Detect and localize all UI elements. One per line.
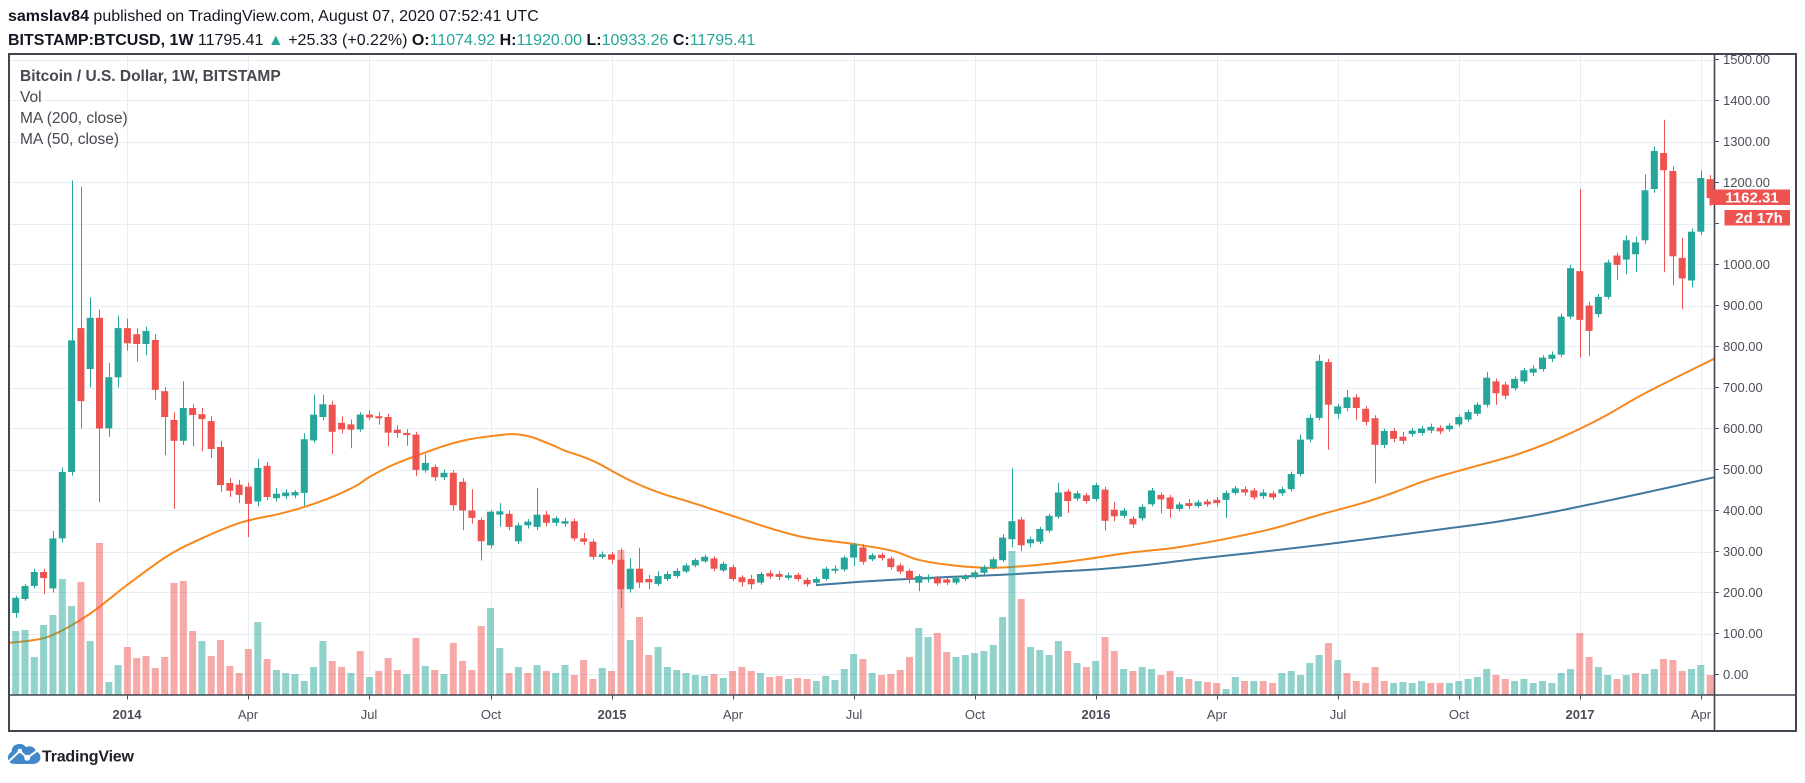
svg-text:samslav84 published on Trading: samslav84 published on TradingView.com, … [8,8,539,25]
svg-text:1200.00: 1200.00 [1723,175,1770,190]
svg-text:700.00: 700.00 [1723,380,1763,395]
svg-text:100.00: 100.00 [1723,626,1763,641]
svg-text:Bitcoin / U.S. Dollar, 1W, BIT: Bitcoin / U.S. Dollar, 1W, BITSTAMP [20,68,281,85]
svg-text:500.00: 500.00 [1723,462,1763,477]
svg-text:2d 17h: 2d 17h [1735,210,1783,227]
svg-text:MA (50, close): MA (50, close) [20,131,119,148]
svg-text:300.00: 300.00 [1723,544,1763,559]
svg-text:1500.00: 1500.00 [1723,52,1770,67]
svg-text:1162.31: 1162.31 [1725,190,1778,207]
svg-text:2017: 2017 [1566,707,1595,722]
svg-text:1300.00: 1300.00 [1723,134,1770,149]
svg-text:2014: 2014 [113,707,143,722]
svg-text:Apr: Apr [1691,707,1712,722]
svg-text:2016: 2016 [1082,707,1111,722]
svg-text:Jul: Jul [1330,707,1347,722]
svg-text:Apr: Apr [238,707,259,722]
svg-text:400.00: 400.00 [1723,503,1763,518]
svg-text:900.00: 900.00 [1723,298,1763,313]
svg-text:Jul: Jul [846,707,863,722]
svg-text:Jul: Jul [361,707,378,722]
svg-text:Oct: Oct [1449,707,1470,722]
svg-text:2015: 2015 [598,707,627,722]
svg-text:MA (200, close): MA (200, close) [20,110,128,127]
svg-text:Apr: Apr [723,707,744,722]
svg-text:TradingView: TradingView [42,749,135,766]
svg-text:800.00: 800.00 [1723,339,1763,354]
svg-text:Vol: Vol [20,89,42,106]
svg-text:200.00: 200.00 [1723,585,1763,600]
svg-text:BITSTAMP:BTCUSD, 1W 11795.41 ▲: BITSTAMP:BTCUSD, 1W 11795.41 ▲ +25.33 (+… [8,32,755,49]
svg-text:600.00: 600.00 [1723,421,1763,436]
svg-text:1400.00: 1400.00 [1723,93,1770,108]
svg-text:Oct: Oct [965,707,986,722]
svg-text:Apr: Apr [1207,707,1228,722]
svg-text:Oct: Oct [481,707,502,722]
svg-text:1000.00: 1000.00 [1723,257,1770,272]
svg-text:0.00: 0.00 [1723,667,1748,682]
